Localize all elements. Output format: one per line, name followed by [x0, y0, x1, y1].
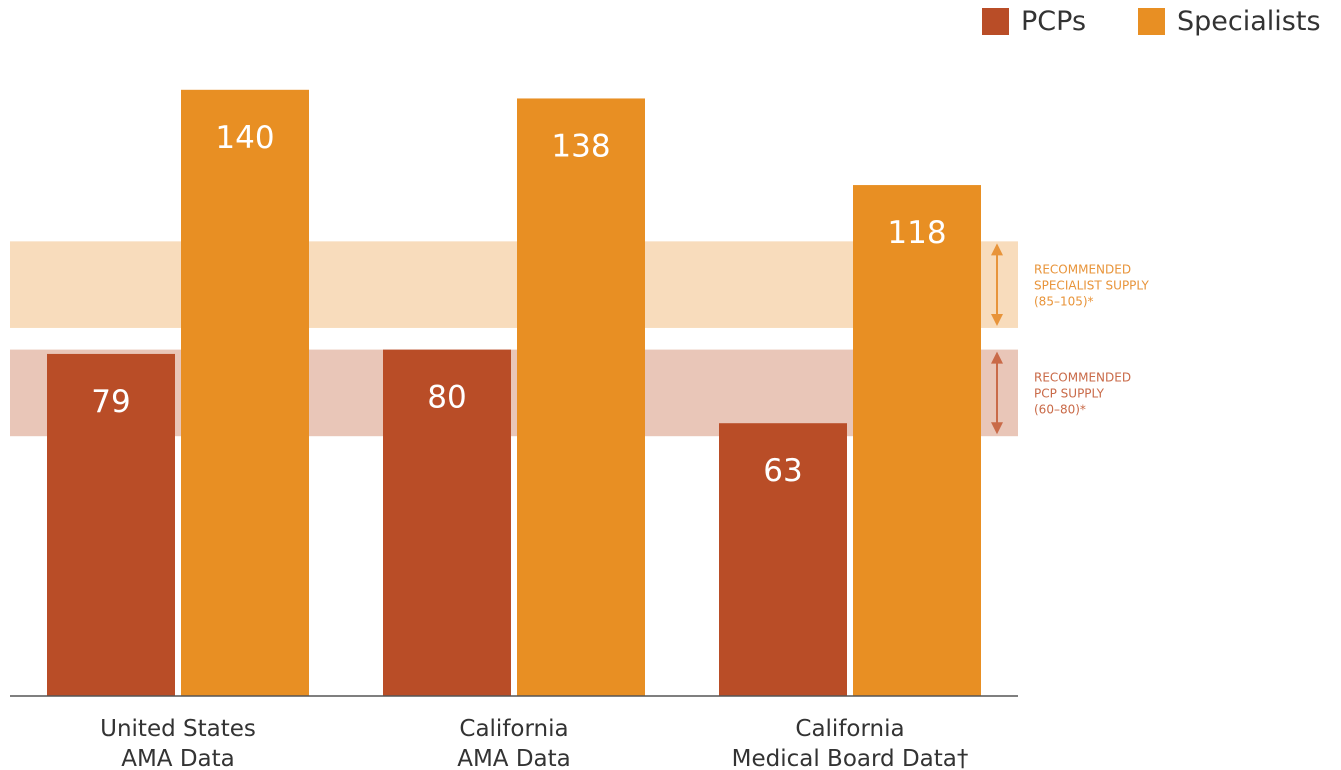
- recommended-specialist-band: [10, 241, 1018, 328]
- specialist-band-annotation: RECOMMENDED SPECIALIST SUPPLY (85–105)*: [1034, 262, 1150, 308]
- legend-swatch-specialists: [1138, 8, 1166, 35]
- pcp-band-annotation: RECOMMENDED PCP SUPPLY (60–80)*: [1034, 371, 1131, 417]
- legend-label-pcps: PCPs: [1021, 6, 1087, 37]
- specialist-range-arrow: [991, 243, 1003, 326]
- specialist-value-label-1: 140: [215, 120, 274, 156]
- category-label-2: California AMA Data: [457, 716, 571, 770]
- pcp-value-label-3: 63: [763, 453, 802, 489]
- specialist-bar-3: [853, 185, 981, 696]
- category-label-1: United States AMA Data: [100, 716, 256, 770]
- legend-swatch-pcps: [982, 8, 1009, 35]
- pcp-value-label-1: 79: [91, 384, 130, 420]
- recommended-pcp-band: [10, 349, 1018, 437]
- legend-item-pcps: PCPs: [982, 6, 1086, 37]
- legend-item-specialists: Specialists: [1138, 6, 1321, 37]
- specialist-value-label-2: 138: [551, 128, 610, 164]
- specialist-bar-1: [181, 89, 309, 697]
- pcp-bar-2: [383, 349, 511, 696]
- pcp-bar-3: [719, 423, 847, 696]
- category-label-3: California Medical Board Data†: [732, 716, 969, 770]
- pcp-range-arrow: [991, 351, 1003, 435]
- legend: PCPs Specialists: [982, 6, 1321, 37]
- legend-label-specialists: Specialists: [1177, 6, 1321, 37]
- pcp-bar-1: [47, 353, 175, 696]
- specialist-value-label-3: 118: [887, 215, 946, 251]
- pcp-value-label-2: 80: [427, 380, 466, 416]
- specialist-bar-2: [517, 98, 645, 696]
